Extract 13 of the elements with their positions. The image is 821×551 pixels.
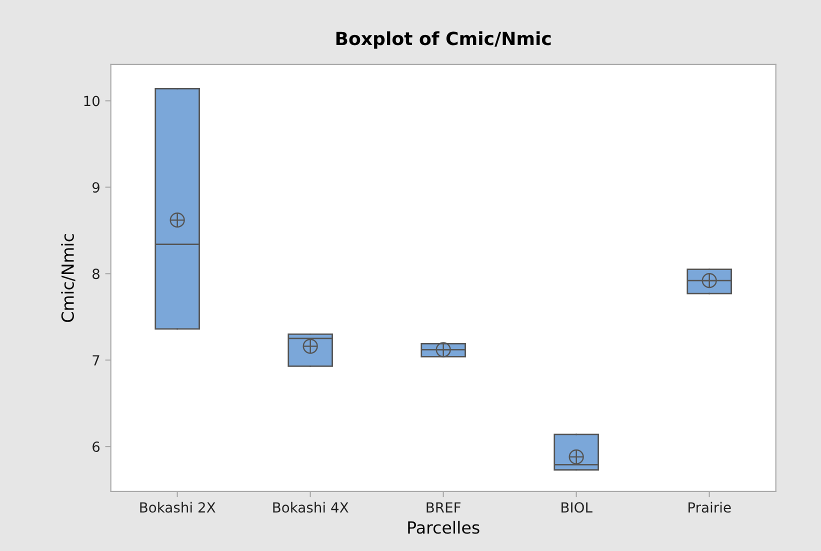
- x-axis-title: Parcelles: [408, 520, 480, 534]
- x-tick-label: Bokashi 2X: [140, 502, 216, 513]
- y-tick-label: 8: [92, 268, 100, 280]
- x-tick-label: Bokashi 4X: [273, 502, 348, 513]
- x-tick-label: Prairie: [688, 502, 731, 513]
- y-tick-label: 9: [92, 182, 100, 193]
- y-tick-label: 7: [92, 355, 100, 366]
- y-tick-label: 10: [84, 96, 100, 106]
- y-tick-label: 6: [92, 442, 100, 452]
- chart-title: Boxplot of Cmic/Nmic: [336, 31, 551, 49]
- y-axis-title: Cmic/Nmic: [61, 234, 76, 322]
- x-tick-label: BREF: [426, 502, 461, 512]
- x-tick-label: BIOL: [562, 502, 592, 513]
